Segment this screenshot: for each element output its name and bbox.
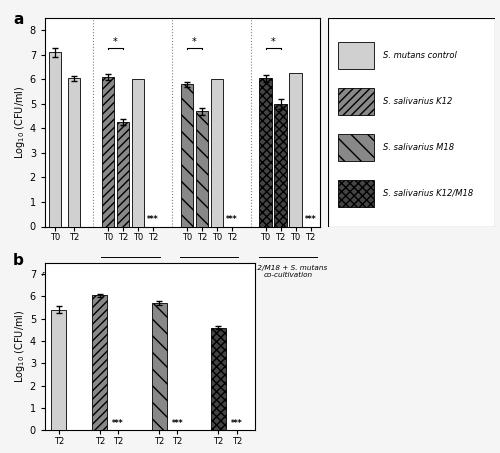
Y-axis label: Log$_{10}$ (CFU/ml): Log$_{10}$ (CFU/ml) xyxy=(13,310,27,383)
Bar xyxy=(152,303,166,430)
Text: ***: *** xyxy=(112,419,124,428)
Text: ***: *** xyxy=(147,215,158,224)
Text: ***: *** xyxy=(226,215,237,224)
Text: a: a xyxy=(14,12,24,27)
Text: S. salivarius K12: S. salivarius K12 xyxy=(383,97,452,106)
Text: S. mutans
monoculture: S. mutans monoculture xyxy=(42,265,88,278)
Bar xyxy=(210,79,223,226)
FancyBboxPatch shape xyxy=(328,18,495,226)
Bar xyxy=(274,104,286,226)
Text: S. mutans control: S. mutans control xyxy=(383,51,456,60)
Text: b: b xyxy=(12,253,24,268)
Text: *: * xyxy=(113,37,118,47)
Bar xyxy=(92,295,107,430)
Text: K12 + S. mutans
co-cultivation: K12 + S. mutans co-cultivation xyxy=(100,265,161,278)
FancyBboxPatch shape xyxy=(338,134,374,161)
Bar xyxy=(290,73,302,226)
Text: *: * xyxy=(192,37,196,47)
Text: S. salivarius K12/M18: S. salivarius K12/M18 xyxy=(383,188,473,198)
Bar xyxy=(68,78,80,226)
Bar xyxy=(196,111,208,226)
Bar xyxy=(52,310,66,430)
Text: M18 + S. mutans
co-cultivation: M18 + S. mutans co-cultivation xyxy=(178,265,240,278)
Text: ***: *** xyxy=(172,419,183,428)
Bar xyxy=(180,84,193,226)
Bar xyxy=(117,122,129,226)
Bar xyxy=(49,53,62,226)
Text: K12/M18 + S. mutans
co-cultivation: K12/M18 + S. mutans co-cultivation xyxy=(248,265,328,278)
Text: *: * xyxy=(270,37,276,47)
Bar xyxy=(211,328,226,430)
FancyBboxPatch shape xyxy=(338,88,374,115)
Text: ***: *** xyxy=(231,419,242,428)
Bar xyxy=(260,78,272,226)
Bar xyxy=(102,77,114,226)
Text: S. salivarius M18: S. salivarius M18 xyxy=(383,143,454,152)
Text: ***: *** xyxy=(305,215,316,224)
FancyBboxPatch shape xyxy=(338,180,374,207)
Bar xyxy=(132,79,144,226)
Y-axis label: Log$_{10}$ (CFU/ml): Log$_{10}$ (CFU/ml) xyxy=(13,86,27,159)
FancyBboxPatch shape xyxy=(338,42,374,69)
